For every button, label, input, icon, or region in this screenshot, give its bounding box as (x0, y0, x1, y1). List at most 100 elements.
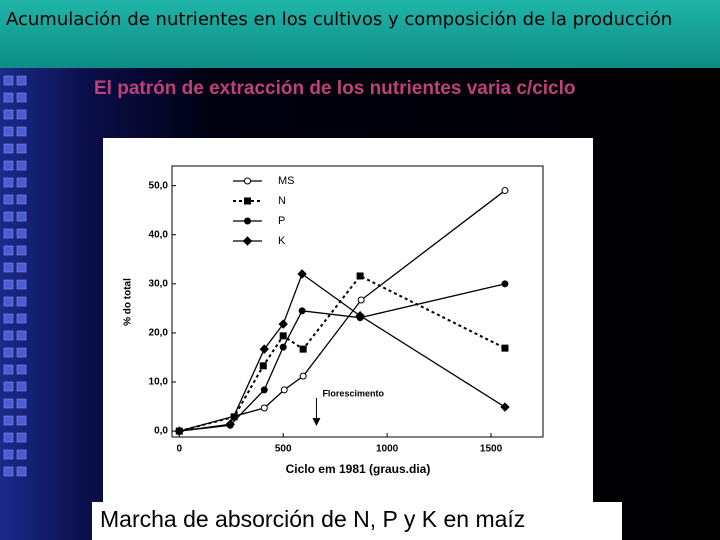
decor-square (3, 92, 14, 103)
marker (356, 272, 364, 280)
decor-square (16, 449, 27, 460)
y-tick-label: 0,0 (154, 426, 168, 437)
marker (279, 332, 287, 340)
decor-square (16, 347, 27, 358)
y-axis-label: % do total (123, 278, 134, 326)
decor-square (3, 143, 14, 154)
marker (174, 426, 184, 436)
decor-square (16, 398, 27, 409)
decor-square (3, 449, 14, 460)
slide-subtitle: El patrón de extracción de los nutriente… (94, 78, 576, 99)
decor-square (16, 262, 27, 273)
decor-square (3, 432, 14, 443)
title-band (0, 0, 720, 68)
marker (259, 362, 267, 370)
marker (225, 419, 235, 429)
marker (501, 344, 509, 352)
y-tick-label: 20,0 (149, 328, 169, 339)
legend-label: K (278, 235, 286, 247)
decor-square (3, 245, 14, 256)
plot-frame (171, 165, 544, 438)
decor-square (3, 228, 14, 239)
decor-square (16, 415, 27, 426)
annotation-arrowhead (312, 418, 321, 426)
decor-square (3, 296, 14, 307)
marker (298, 307, 306, 315)
decor-square (3, 160, 14, 171)
decor-square (3, 330, 14, 341)
y-tick-label: 30,0 (149, 278, 169, 289)
decor-square (16, 279, 27, 290)
decor-square (16, 330, 27, 341)
marker (260, 404, 268, 412)
decor-square (3, 313, 14, 324)
marker (259, 344, 269, 354)
decor-square (16, 177, 27, 188)
legend-label: N (278, 195, 286, 207)
decor-square (3, 177, 14, 188)
marker (357, 296, 365, 304)
decor-square (3, 126, 14, 137)
slide-title: Acumulación de nutrientes en los cultivo… (6, 9, 673, 30)
marker (299, 345, 307, 353)
decor-square (16, 211, 27, 222)
decor-square (16, 381, 27, 392)
decor-square (3, 398, 14, 409)
caption-box (92, 502, 622, 540)
decor-square (3, 415, 14, 426)
legend-marker (244, 177, 251, 185)
x-axis-label: Ciclo em 1981 (graus.dia) (286, 462, 431, 476)
decor-square (16, 313, 27, 324)
marker (299, 372, 307, 380)
decor-square (3, 364, 14, 375)
x-tick-label: 0 (176, 444, 182, 455)
decor-square (16, 126, 27, 137)
legend-marker (242, 236, 253, 246)
marker (280, 386, 288, 394)
decor-square (16, 75, 27, 86)
legend-label: P (278, 215, 285, 227)
decor-square (16, 245, 27, 256)
annotation: Florescimento (322, 388, 384, 398)
decor-square (16, 143, 27, 154)
decor-square (3, 211, 14, 222)
decor-square (3, 75, 14, 86)
decor-square (3, 347, 14, 358)
decor-square (3, 279, 14, 290)
marker (501, 187, 509, 195)
marker (355, 311, 365, 321)
legend-label: MS (278, 175, 295, 187)
y-tick-label: 40,0 (149, 229, 169, 240)
decor-square (3, 109, 14, 120)
decor-square (16, 432, 27, 443)
marker (297, 269, 307, 279)
decor-square (16, 296, 27, 307)
legend-marker (244, 217, 251, 225)
x-tick-label: 1000 (376, 444, 399, 455)
decor-square (16, 160, 27, 171)
marker (500, 402, 510, 412)
marker (501, 280, 509, 288)
decor-square (3, 262, 14, 273)
decor-square (16, 228, 27, 239)
x-tick-label: 500 (275, 444, 292, 455)
marker (278, 319, 288, 329)
series-line (179, 190, 506, 432)
decor-square (16, 92, 27, 103)
decor-square (16, 194, 27, 205)
decor-square (3, 466, 14, 477)
y-tick-label: 10,0 (149, 377, 169, 388)
marker (260, 386, 268, 394)
decor-square (16, 364, 27, 375)
x-tick-label: 1500 (480, 444, 503, 455)
caption: Marcha de absorción de N, P y K en maíz (100, 506, 526, 532)
decor-square (16, 109, 27, 120)
decor-square (3, 194, 14, 205)
decor-square (16, 466, 27, 477)
marker (279, 343, 287, 351)
chart-panel (103, 138, 593, 502)
decor-square (3, 381, 14, 392)
legend-marker (244, 197, 251, 205)
